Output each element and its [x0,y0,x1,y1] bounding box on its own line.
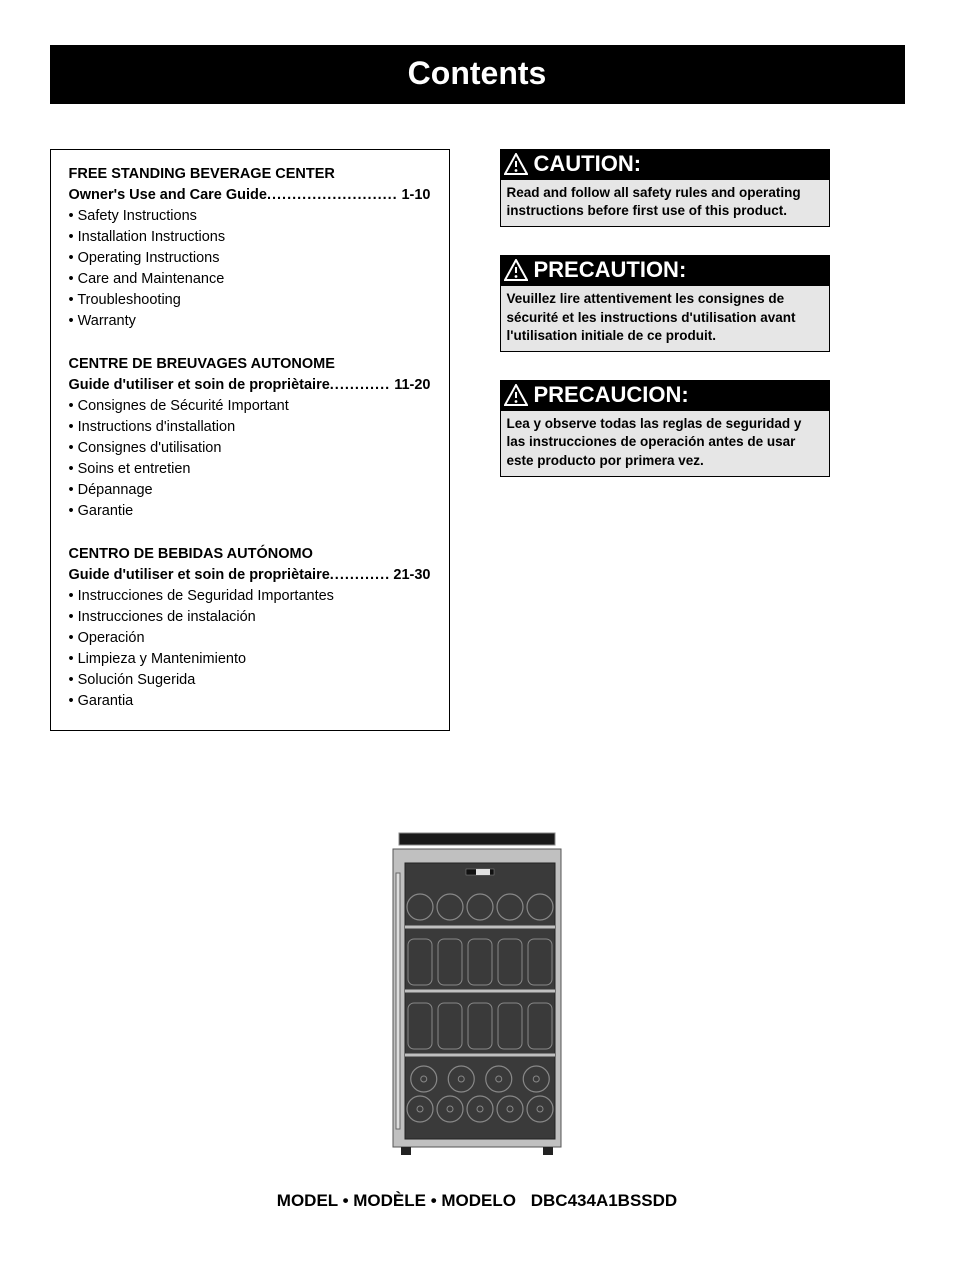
toc-item: Solución Sugerida [69,670,431,691]
page-title: Contents [408,55,547,91]
warning-heading-text: CAUTION: [534,151,642,177]
toc-item: Troubleshooting [69,290,431,311]
warning-caution: CAUTION: Read and follow all safety rule… [500,149,830,227]
toc-item: Dépannage [69,480,431,501]
warning-heading: PRECAUCION: [500,380,830,411]
toc-guide-line: Guide d'utiliser et soin de propriètaire… [69,375,431,396]
toc-dots [330,565,390,586]
toc-section-fr: CENTRE DE BREUVAGES AUTONOME Guide d'uti… [69,354,431,522]
toc-guide-line: Owner's Use and Care Guide 1-10 [69,185,431,206]
toc-page-range: 11-20 [390,375,430,396]
toc-item: Safety Instructions [69,206,431,227]
toc-guide-label: Owner's Use and Care Guide [69,185,267,206]
toc-dots [330,375,390,396]
toc-dots [267,185,398,206]
warning-precaution: PRECAUTION: Veuillez lire attentivement … [500,255,830,352]
warning-body: Read and follow all safety rules and ope… [500,180,830,227]
toc-list: Instrucciones de Seguridad Importantes I… [69,586,431,712]
warning-heading-text: PRECAUCION: [534,382,689,408]
model-number: DBC434A1BSSDD [531,1191,677,1210]
toc-list: Consignes de Sécurité Important Instruct… [69,396,431,522]
toc-item: Instrucciones de instalación [69,607,431,628]
toc-item: Soins et entretien [69,459,431,480]
toc-item: Care and Maintenance [69,269,431,290]
warning-body: Lea y observe todas las reglas de seguri… [500,411,830,477]
main-columns: FREE STANDING BEVERAGE CENTER Owner's Us… [50,149,905,731]
page-header: Contents [50,45,905,104]
warning-precaucion: PRECAUCION: Lea y observe todas las regl… [500,380,830,477]
toc-section-title: CENTRE DE BREUVAGES AUTONOME [69,354,431,375]
toc-page-range: 21-30 [389,565,430,586]
product-illustration [387,831,567,1161]
contents-box: FREE STANDING BEVERAGE CENTER Owner's Us… [50,149,450,731]
toc-section-en: FREE STANDING BEVERAGE CENTER Owner's Us… [69,164,431,332]
toc-section-title: CENTRO DE BEBIDAS AUTÓNOMO [69,544,431,565]
toc-item: Instructions d'installation [69,417,431,438]
toc-item: Garantie [69,501,431,522]
toc-page-range: 1-10 [397,185,430,206]
toc-item: Consignes de Sécurité Important [69,396,431,417]
warning-heading: CAUTION: [500,149,830,180]
toc-guide-label: Guide d'utiliser et soin de propriètaire [69,375,330,396]
toc-guide-label: Guide d'utiliser et soin de propriètaire [69,565,330,586]
toc-guide-line: Guide d'utiliser et soin de propriètaire… [69,565,431,586]
toc-item: Instrucciones de Seguridad Importantes [69,586,431,607]
warning-body: Veuillez lire attentivement les consigne… [500,286,830,352]
toc-section-title: FREE STANDING BEVERAGE CENTER [69,164,431,185]
toc-item: Operating Instructions [69,248,431,269]
model-label: MODEL • MODÈLE • MODELO [277,1191,516,1210]
warning-icon [504,153,528,175]
warning-icon [504,384,528,406]
toc-item: Installation Instructions [69,227,431,248]
toc-item: Operación [69,628,431,649]
toc-section-es: CENTRO DE BEBIDAS AUTÓNOMO Guide d'utili… [69,544,431,712]
toc-item: Consignes d'utilisation [69,438,431,459]
warnings-column: CAUTION: Read and follow all safety rule… [500,149,830,731]
toc-list: Safety Instructions Installation Instruc… [69,206,431,332]
warning-heading: PRECAUTION: [500,255,830,286]
warning-icon [504,259,528,281]
toc-item: Garantia [69,691,431,712]
toc-item: Warranty [69,311,431,332]
model-line: MODEL • MODÈLE • MODELO DBC434A1BSSDD [0,1191,954,1211]
toc-item: Limpieza y Mantenimiento [69,649,431,670]
warning-heading-text: PRECAUTION: [534,257,687,283]
